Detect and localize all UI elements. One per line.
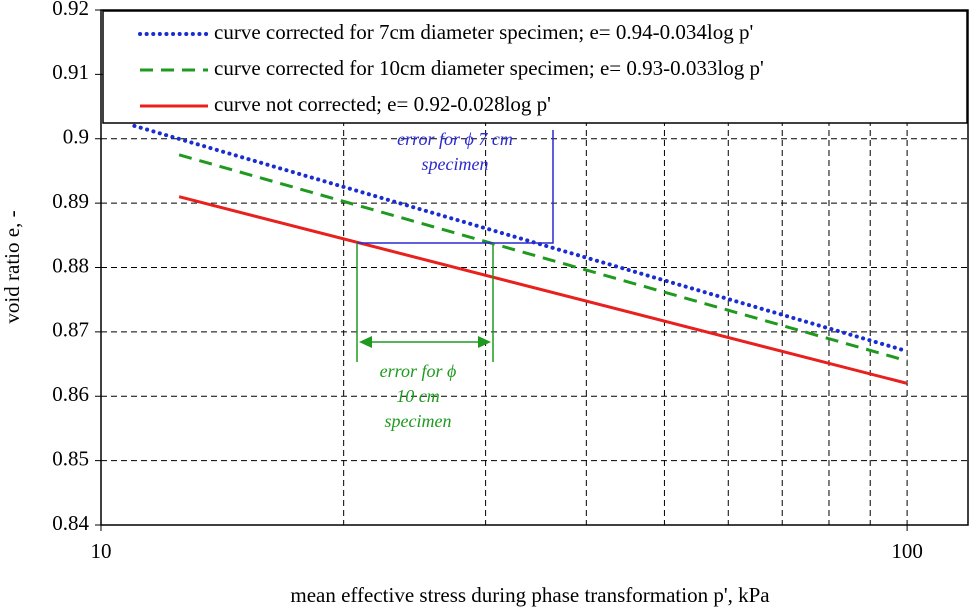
y-tick-label: 0.88 bbox=[52, 253, 89, 277]
series-line bbox=[178, 195, 908, 385]
legend-label: curve corrected for 7cm diameter specime… bbox=[214, 20, 753, 44]
x-tick-label: 10 bbox=[91, 539, 112, 563]
y-tick-label: 0.89 bbox=[52, 189, 89, 213]
bracket bbox=[356, 243, 494, 362]
y-tick-label: 0.91 bbox=[52, 60, 89, 84]
y-tick-label: 0.86 bbox=[52, 382, 89, 406]
y-tick-label: 0.87 bbox=[52, 318, 89, 342]
x-tick-label: 100 bbox=[891, 539, 923, 563]
series-line bbox=[178, 153, 908, 363]
legend-label: curve corrected for 10cm diameter specim… bbox=[214, 56, 764, 80]
legend-label: curve not corrected; e= 0.92-0.028log p' bbox=[214, 92, 551, 116]
annotation: specimen bbox=[385, 411, 452, 431]
annotation: 10 cm bbox=[396, 386, 440, 406]
plot-frame bbox=[100, 9, 969, 526]
y-axis-label: void ratio e, - bbox=[0, 210, 24, 323]
annotation: specimen bbox=[422, 154, 489, 174]
bracket bbox=[357, 130, 554, 244]
annotation: error for ϕ 7 cm bbox=[397, 129, 513, 149]
x-axis-label: mean effective stress during phase trans… bbox=[290, 583, 770, 607]
y-tick-label: 0.84 bbox=[52, 511, 89, 535]
series-line bbox=[132, 123, 910, 354]
y-tick-label: 0.85 bbox=[52, 446, 89, 470]
y-tick-label: 0.9 bbox=[63, 125, 89, 149]
y-tick-label: 0.92 bbox=[52, 0, 89, 20]
annotation: error for ϕ bbox=[380, 361, 457, 381]
legend-box bbox=[102, 10, 968, 124]
